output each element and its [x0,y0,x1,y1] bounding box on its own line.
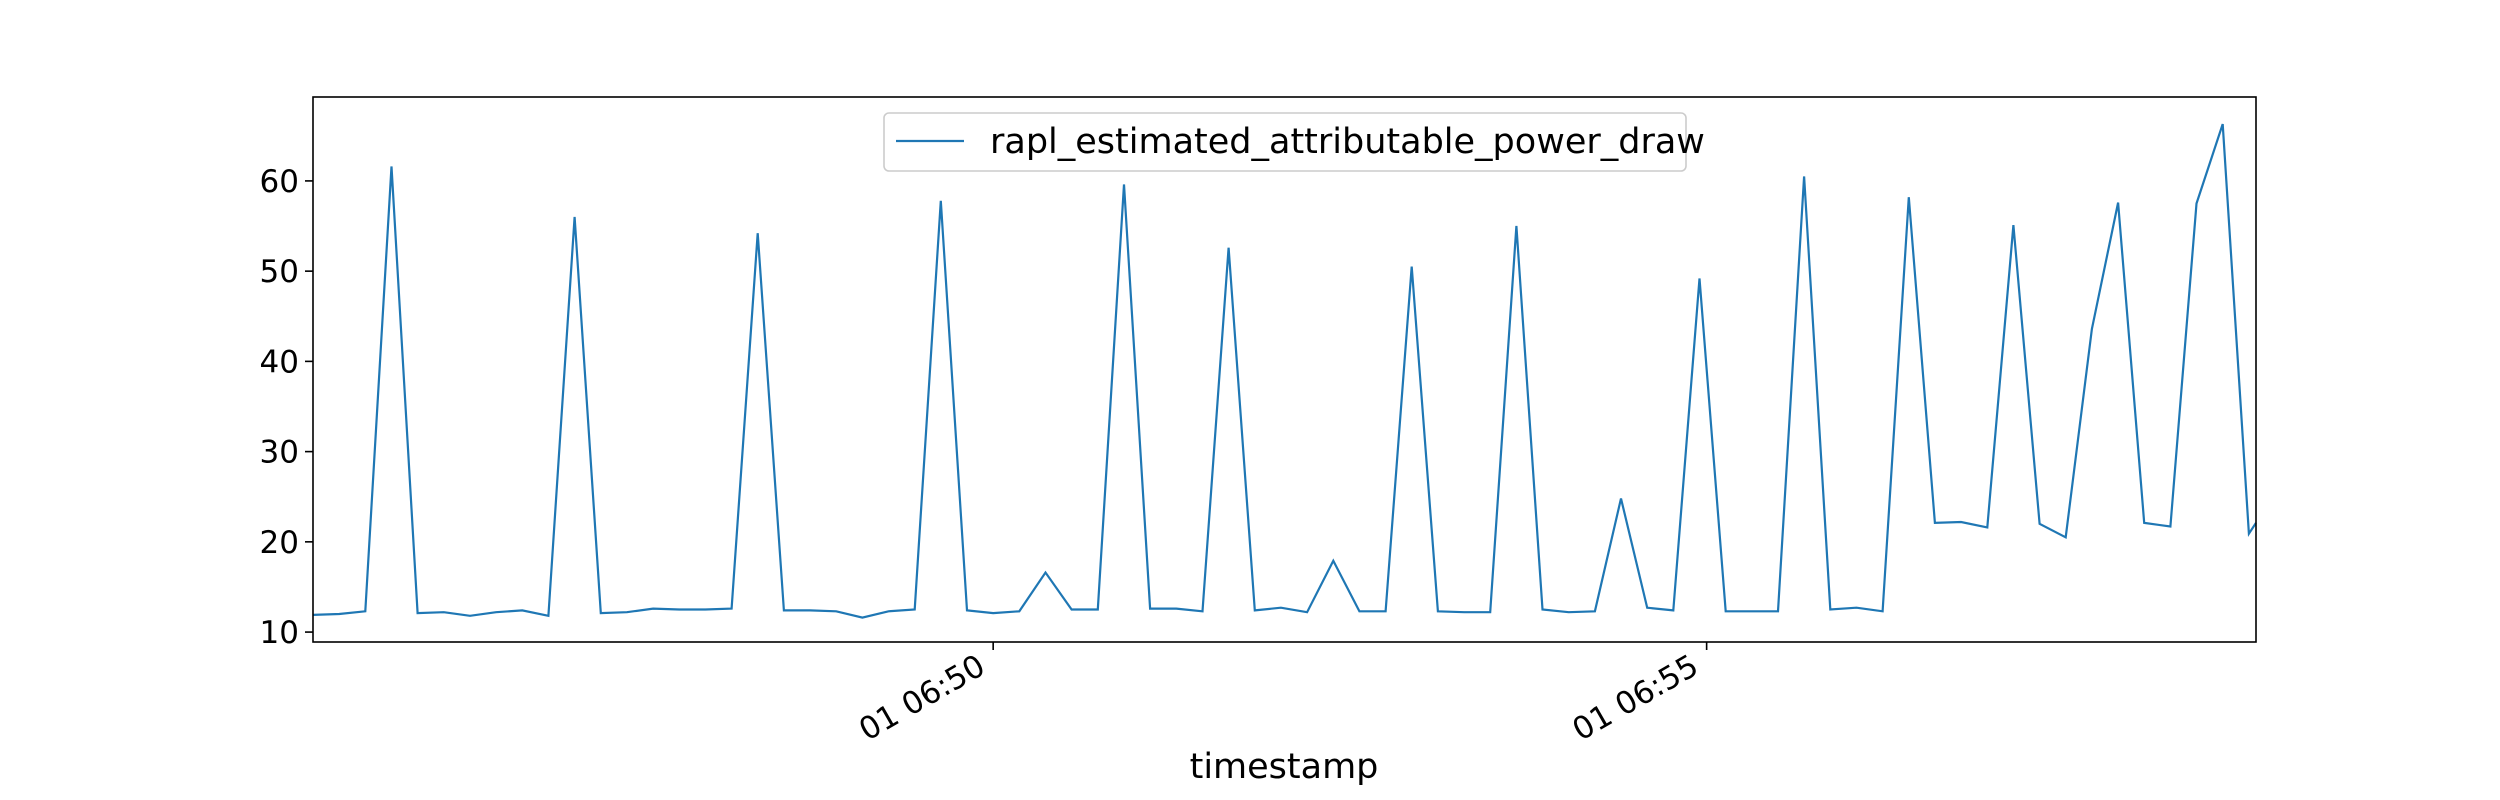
y-axis: 10 20 30 40 50 60 [260,164,313,651]
series-line-0 [312,123,2257,619]
x-axis: 01 06:50 01 06:55 [853,642,1708,748]
legend: rapl_estimated_attributable_power_draw [883,112,1705,172]
y-tick-label: 50 [260,254,299,290]
plot-frame [312,96,2257,643]
plot-area [313,97,2256,642]
y-tick-label: 10 [260,615,299,651]
y-tick-label: 60 [260,164,299,200]
y-tick-label: 40 [260,344,299,380]
x-axis-title: timestamp [1190,747,1379,787]
legend-label: rapl_estimated_attributable_power_draw [990,122,1705,162]
y-tick-label: 20 [260,525,299,561]
series-layer [312,123,2257,619]
x-tick-label: 01 06:55 [1567,648,1705,748]
x-tick-label: 01 06:50 [853,648,991,748]
y-tick-label: 30 [260,435,299,471]
legend-box [883,112,1687,172]
